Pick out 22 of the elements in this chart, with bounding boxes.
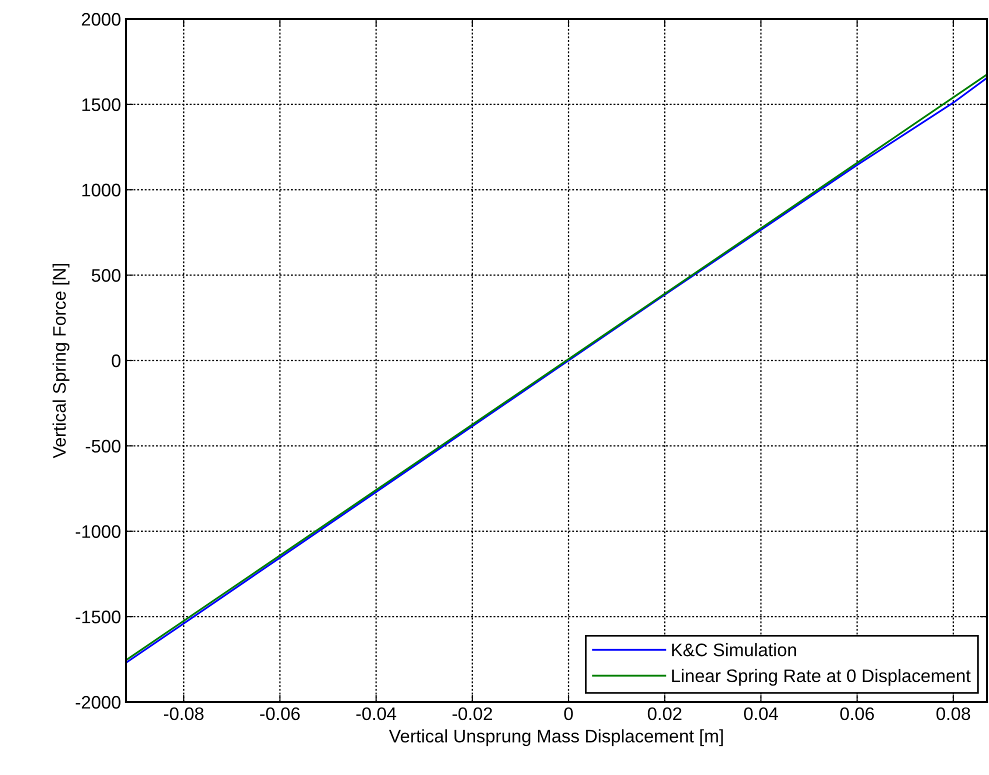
- y-tick-label: 500: [92, 269, 120, 282]
- y-tick-label: -500: [86, 440, 120, 453]
- y-tick-label: -1000: [76, 525, 120, 538]
- y-axis-title: Vertical Spring Force [N]: [52, 264, 70, 458]
- x-tick-label: 0.06: [840, 707, 874, 720]
- y-tick-label: -2000: [76, 696, 120, 709]
- y-tick-label: 0: [112, 354, 120, 368]
- x-tick-label: 0: [564, 707, 573, 720]
- y-tick-label: 1000: [82, 184, 120, 196]
- x-tick-label: 0.08: [936, 707, 970, 720]
- x-tick-label: -0.02: [452, 707, 492, 720]
- x-axis-title: Vertical Unsprung Mass Displacement [m]: [389, 729, 723, 746]
- x-tick-label: -0.08: [164, 707, 204, 720]
- x-tick-label: 0.04: [744, 707, 778, 720]
- x-tick-label: -0.04: [356, 707, 396, 720]
- legend-label: K&C Simulation: [672, 643, 796, 656]
- legend-label: Linear Spring Rate at 0 Displacement: [672, 668, 971, 686]
- x-tick-label: -0.06: [260, 707, 300, 720]
- x-tick-label: 0.02: [648, 707, 682, 720]
- y-tick-label: -1500: [76, 610, 120, 624]
- y-tick-label: 1500: [82, 98, 120, 112]
- y-tick-label: 2000: [82, 12, 120, 26]
